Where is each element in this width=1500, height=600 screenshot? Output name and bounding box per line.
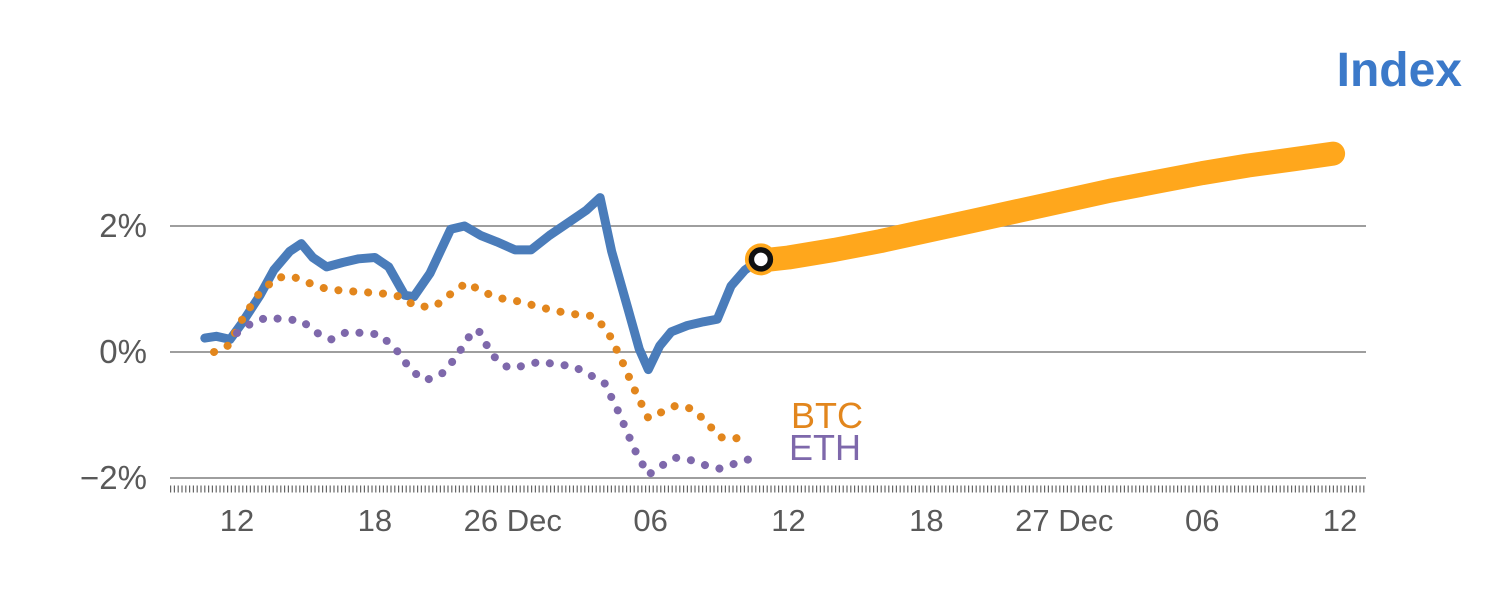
marker-layer bbox=[744, 243, 777, 276]
x-tick-layer: 12 18 26 Dec 06 12 18 27 Dec 06 12 bbox=[220, 503, 1357, 538]
x-tick-label: 26 Dec bbox=[464, 503, 562, 538]
series-line-forecast bbox=[748, 141, 1346, 273]
x-tick-label: 06 bbox=[633, 503, 667, 538]
y-tick-label: 0% bbox=[99, 333, 147, 370]
btc-series-label: BTC bbox=[791, 395, 863, 436]
x-tick-label: 12 bbox=[771, 503, 805, 538]
x-tick-label: 18 bbox=[358, 503, 392, 538]
grid-layer: 2% 0% −2% bbox=[80, 207, 1366, 496]
series-layer bbox=[200, 141, 1346, 479]
index-series-label: Index bbox=[1337, 44, 1463, 97]
y-tick-label: −2% bbox=[80, 459, 147, 496]
series-line-eth bbox=[233, 313, 754, 479]
x-tick-label: 18 bbox=[909, 503, 943, 538]
series-line-btc bbox=[210, 272, 754, 443]
current-value-marker bbox=[748, 247, 774, 272]
x-tick-label: 12 bbox=[220, 503, 254, 538]
series-line-index bbox=[200, 193, 766, 375]
x-tick-label: 27 Dec bbox=[1015, 503, 1113, 538]
y-tick-label: 2% bbox=[99, 207, 147, 244]
x-tick-label: 12 bbox=[1323, 503, 1357, 538]
eth-series-label: ETH bbox=[789, 427, 861, 468]
x-tick-label: 06 bbox=[1185, 503, 1219, 538]
